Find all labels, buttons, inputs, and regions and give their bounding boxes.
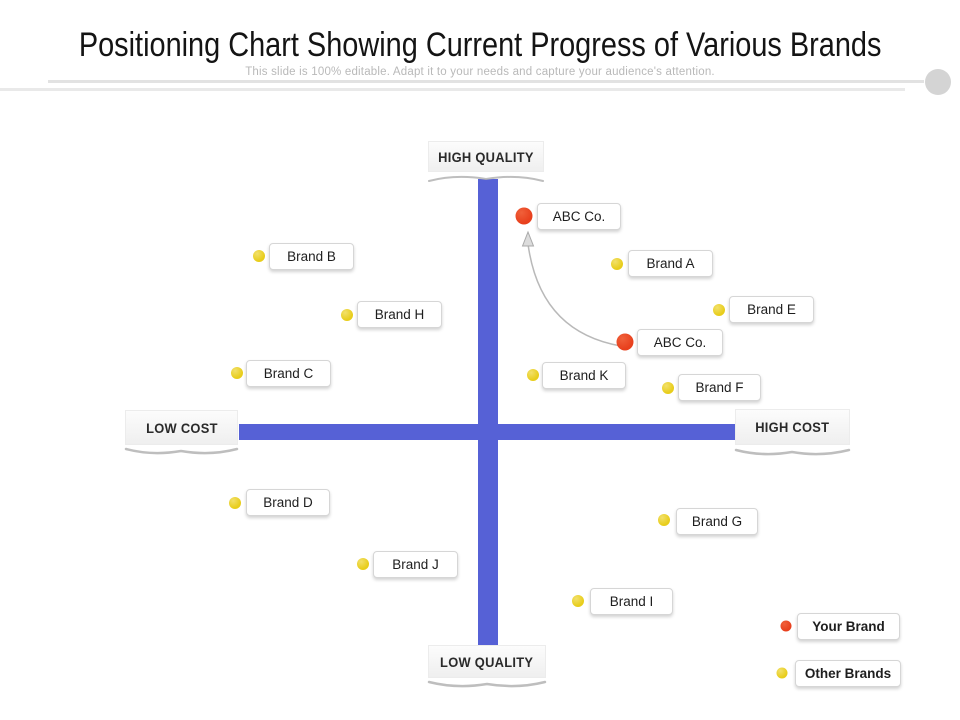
- axis-label-swoosh: [734, 448, 851, 456]
- other-brand-dot: [572, 595, 584, 607]
- other-brands-legend-dot: [776, 667, 788, 679]
- your-brand-dot: [616, 333, 634, 351]
- title-row: Positioning Chart Showing Current Progre…: [0, 26, 960, 65]
- brand-label: ABC Co.: [537, 203, 621, 230]
- axis-label-swoosh: [124, 447, 239, 455]
- brand-label: Brand D: [246, 489, 330, 516]
- other-brand-dot: [253, 250, 265, 262]
- other-brand-dot: [662, 382, 674, 394]
- brand-label: Brand A: [628, 250, 713, 277]
- brand-label: Brand J: [373, 551, 458, 578]
- brand-label: Brand H: [357, 301, 442, 328]
- axis-label-low-quality: LOW QUALITY: [428, 645, 546, 678]
- your-brand-legend-dot: [780, 620, 792, 632]
- brand-label: ABC Co.: [637, 329, 723, 356]
- page-subtitle: This slide is 100% editable. Adapt it to…: [245, 66, 715, 78]
- legend-other-brands: Other Brands: [795, 660, 901, 687]
- page-title: Positioning Chart Showing Current Progre…: [78, 26, 882, 64]
- your-brand-dot: [515, 207, 533, 225]
- header-divider-line: [48, 80, 924, 83]
- brand-label: Brand F: [678, 374, 761, 401]
- other-brand-dot: [231, 367, 243, 379]
- other-brand-dot: [341, 309, 353, 321]
- vertical-axis-bar: [478, 179, 498, 645]
- other-brand-dot: [611, 258, 623, 270]
- brand-label: Brand C: [246, 360, 331, 387]
- other-brand-dot: [713, 304, 725, 316]
- axis-label-high-cost: HIGH COST: [735, 409, 850, 445]
- other-brand-dot: [229, 497, 241, 509]
- other-brand-dot: [357, 558, 369, 570]
- header-divider-dot: [925, 69, 951, 95]
- brand-label: Brand K: [542, 362, 626, 389]
- other-brand-dot: [658, 514, 670, 526]
- header-divider-line: [0, 88, 905, 91]
- legend-your-brand: Your Brand: [797, 613, 900, 640]
- horizontal-axis-bar: [239, 424, 736, 440]
- brand-label: Brand E: [729, 296, 814, 323]
- axis-label-high-quality: HIGH QUALITY: [428, 141, 544, 172]
- brand-label: Brand B: [269, 243, 354, 270]
- brand-label: Brand I: [590, 588, 673, 615]
- other-brand-dot: [527, 369, 539, 381]
- axis-label-swoosh: [427, 680, 547, 688]
- axis-label-low-cost: LOW COST: [125, 410, 238, 445]
- brand-label: Brand G: [676, 508, 758, 535]
